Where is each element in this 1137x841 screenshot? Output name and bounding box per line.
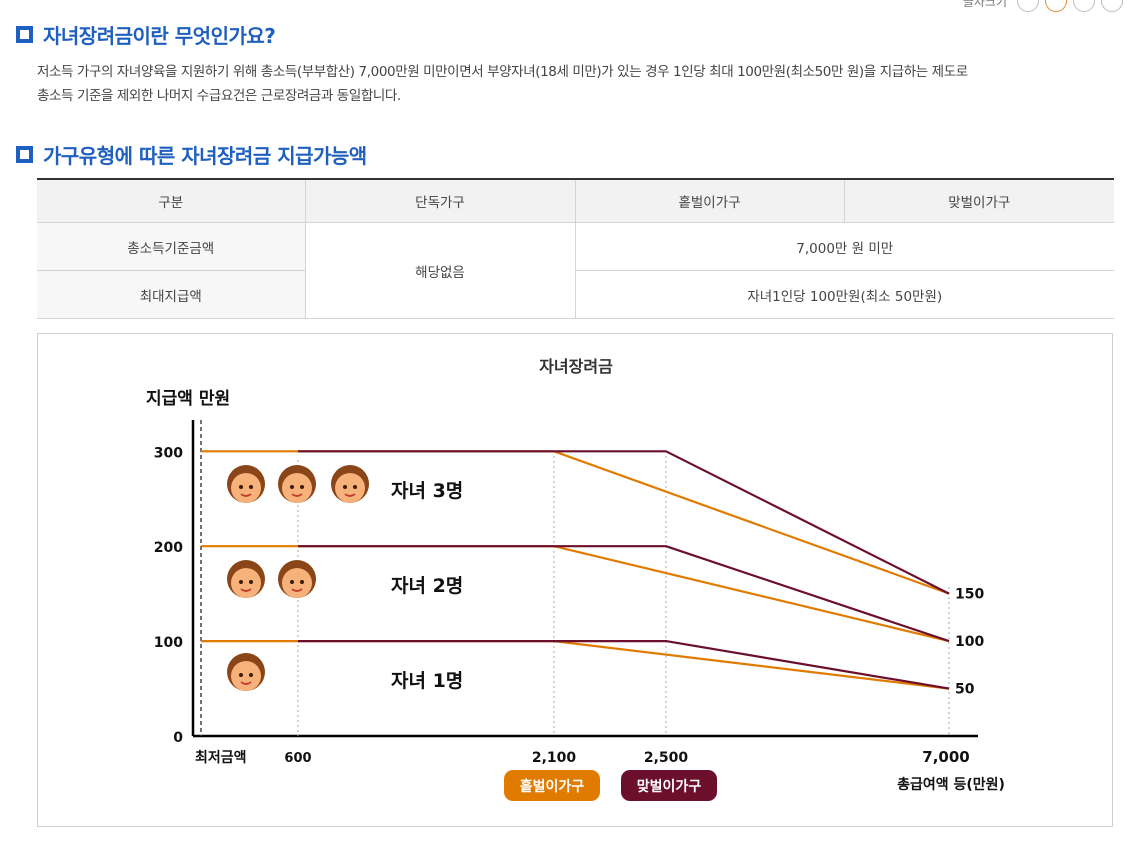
section-what-is: 자녀장려금이란 무엇인가요? bbox=[16, 20, 276, 49]
y-tick-label: 200 bbox=[154, 540, 183, 556]
child-face-icon bbox=[231, 473, 261, 503]
series-line bbox=[201, 545, 950, 643]
child-face-icon bbox=[282, 568, 312, 598]
bullet-square-icon bbox=[16, 26, 33, 43]
header-category: 구분 bbox=[37, 179, 306, 223]
child-eye-icon bbox=[249, 673, 253, 677]
x-axis-label: 총급여액 등(만원) bbox=[897, 776, 1005, 793]
group-label: 자녀 2명 bbox=[391, 575, 463, 597]
child-bangs-icon bbox=[280, 563, 314, 577]
font-size-label: 글자크기 bbox=[962, 0, 1007, 9]
description-line-2: 총소득 기준을 제외한 나머지 수급요건은 근로장려금과 동일합니다. bbox=[37, 88, 401, 104]
print-button[interactable] bbox=[1101, 0, 1123, 12]
child-face-icon bbox=[335, 473, 365, 503]
row-label-max: 최대지급액 bbox=[37, 270, 306, 319]
chart-title: 자녀장려금 bbox=[539, 357, 613, 376]
legend-badge bbox=[621, 770, 717, 801]
child-mouth-icon bbox=[344, 493, 356, 497]
x-tick-label: 2,500 bbox=[644, 750, 689, 766]
child-mouth-icon bbox=[291, 493, 303, 497]
child-eye-icon bbox=[300, 580, 304, 584]
child-face-icon bbox=[282, 473, 312, 503]
child-mouth-icon bbox=[240, 681, 252, 685]
y-tick-label: 100 bbox=[154, 635, 183, 651]
section-amount: 가구유형에 따른 자녀장려금 지급가능액 bbox=[16, 140, 367, 169]
cell-max-value: 자녀1인당 100만원(최소 50만원) bbox=[575, 270, 1114, 319]
child-bangs-icon bbox=[229, 468, 263, 482]
group-label: 자녀 3명 bbox=[391, 480, 463, 502]
legend-badge bbox=[504, 770, 600, 801]
child-eye-icon bbox=[353, 485, 357, 489]
child-eye-icon bbox=[239, 580, 243, 584]
group-label: 자녀 1명 bbox=[391, 670, 463, 692]
legend-label: 홑벌이가구 bbox=[520, 778, 585, 795]
series-line bbox=[298, 640, 950, 690]
child-mouth-icon bbox=[240, 588, 252, 592]
series-line bbox=[298, 545, 950, 643]
child-eye-icon bbox=[249, 580, 253, 584]
section-title-amount: 가구유형에 따른 자녀장려금 지급가능액 bbox=[43, 144, 367, 168]
child-bangs-icon bbox=[333, 468, 367, 482]
font-decrease-button[interactable] bbox=[1073, 0, 1095, 12]
x-tick-label: 7,000 bbox=[922, 748, 969, 766]
x-tick-label: 600 bbox=[284, 751, 311, 766]
child-bangs-icon bbox=[229, 656, 263, 670]
bullet-square-icon bbox=[16, 146, 33, 163]
y-tick-label: 0 bbox=[173, 730, 183, 746]
header-dual-earner: 맞벌이가구 bbox=[844, 179, 1114, 223]
child-eye-icon bbox=[239, 485, 243, 489]
child-mouth-icon bbox=[240, 493, 252, 497]
row-label-income: 총소득기준금액 bbox=[37, 222, 306, 271]
child-eye-icon bbox=[300, 485, 304, 489]
y-tick-label: 300 bbox=[154, 445, 183, 461]
child-mouth-icon bbox=[291, 588, 303, 592]
y-axis-label: 지급액 만원 bbox=[146, 389, 230, 409]
cell-single-na: 해당없음 bbox=[305, 222, 576, 319]
series-line bbox=[298, 450, 950, 595]
child-face-icon bbox=[231, 661, 261, 691]
child-eye-icon bbox=[343, 485, 347, 489]
child-bangs-icon bbox=[280, 468, 314, 482]
child-face-icon bbox=[231, 568, 261, 598]
end-value-label: 50 bbox=[955, 682, 975, 698]
header-single: 단독가구 bbox=[305, 179, 576, 223]
description-line-1: 저소득 가구의 자녀양육을 지원하기 위해 총소득(부부합산) 7,000만원 … bbox=[37, 64, 968, 80]
description: 저소득 가구의 자녀양육을 지원하기 위해 총소득(부부합산) 7,000만원 … bbox=[37, 60, 1117, 108]
font-increase-button[interactable] bbox=[1017, 0, 1039, 12]
household-table: 구분 단독가구 홑벌이가구 맞벌이가구 총소득기준금액 해당없음 7,000만 … bbox=[37, 178, 1114, 319]
section-title-what-is: 자녀장려금이란 무엇인가요? bbox=[43, 24, 276, 48]
header-single-earner: 홑벌이가구 bbox=[575, 179, 845, 223]
x-tick-label: 최저금액 bbox=[195, 749, 247, 766]
child-eye-icon bbox=[290, 580, 294, 584]
series-line bbox=[201, 640, 950, 690]
child-eye-icon bbox=[239, 673, 243, 677]
child-eye-icon bbox=[290, 485, 294, 489]
child-bangs-icon bbox=[229, 563, 263, 577]
font-size-controls: 글자크기 bbox=[963, 0, 1123, 12]
cell-income-value: 7,000만 원 미만 bbox=[575, 222, 1114, 271]
child-eye-icon bbox=[249, 485, 253, 489]
legend-label: 맞벌이가구 bbox=[637, 778, 702, 795]
end-value-label: 100 bbox=[955, 634, 984, 650]
x-tick-label: 2,100 bbox=[532, 750, 577, 766]
font-reset-button[interactable] bbox=[1045, 0, 1067, 12]
end-value-label: 150 bbox=[955, 587, 984, 603]
